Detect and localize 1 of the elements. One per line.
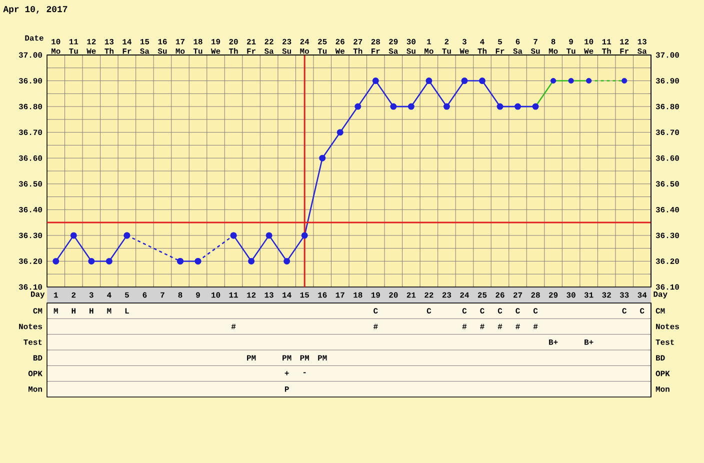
chart-title: Apr 10, 2017 bbox=[3, 6, 68, 14]
